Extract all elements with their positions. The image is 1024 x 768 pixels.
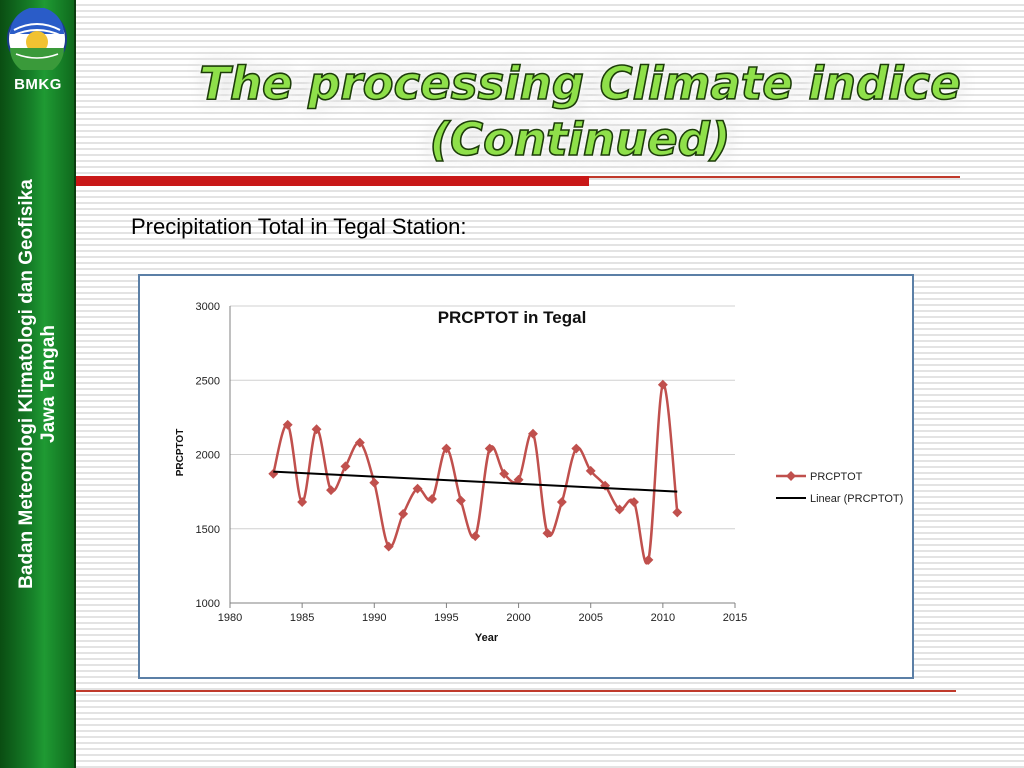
slide-subtitle: Precipitation Total in Tegal Station: [131,214,467,239]
slide-title-line2: (Continued) [429,112,731,167]
data-point [484,443,495,454]
org-name-vertical: Badan Meteorologi Klimatologi dan Geofis… [16,104,60,664]
data-point [369,477,380,488]
y-tick-label: 2000 [196,450,220,462]
x-tick-label: 1985 [290,612,314,624]
legend-marker-prcptot [786,471,796,481]
x-tick-label: 2000 [506,612,530,624]
title-underline-bar [76,176,589,186]
x-axis-label: Year [475,632,499,644]
data-point [455,495,466,506]
data-point [427,494,437,504]
data-point [340,461,351,472]
data-point [383,541,394,552]
data-point [297,497,308,507]
chart-frame: 1000 1500 2000 2500 3000 1980 1985 1990 1995 2000… [138,274,914,679]
legend-label-linear: Linear (PRCPTOT) [810,493,903,505]
y-axis-label: PRCPTOT [175,429,186,477]
x-tick-label: 2010 [651,612,675,624]
data-point [571,443,582,454]
y-tick-label: 1500 [196,524,220,536]
x-tick-label: 1995 [434,612,458,624]
data-point [528,428,538,439]
data-point [398,508,409,519]
org-name-line1: Badan Meteorologi Klimatologi dan Geofis… [16,179,37,589]
slide-title: The processing Climate indice (Continued… [80,56,1024,168]
data-point [672,507,683,518]
data-point [556,497,567,507]
sidebar: BMKG Badan Meteorologi Klimatologi dan G… [0,0,76,768]
y-tick-label: 3000 [196,301,220,313]
bmkg-logo-icon [7,8,67,70]
prcptot-chart: 1000 1500 2000 2500 3000 1980 1985 1990 1995 2000… [175,301,903,644]
series-line-linear-trend [273,470,678,493]
title-underline [76,176,960,186]
chart-title: PRCPTOT in Tegal [438,308,587,327]
y-tick-label: 2500 [196,375,220,387]
data-point [311,424,322,435]
data-point [585,465,596,476]
data-point [643,554,654,565]
x-tick-label: 2005 [578,612,602,624]
data-point [470,531,481,542]
title-underline-thin [589,176,960,178]
x-tick-label: 1990 [362,612,386,624]
data-point [657,379,668,390]
data-point [268,468,279,479]
x-tick-label: 2015 [723,612,747,624]
data-point [629,497,639,507]
y-tick-label: 1000 [196,598,220,610]
x-tick-label: 1980 [218,612,242,624]
data-point [282,419,293,430]
legend-label-prcptot: PRCPTOT [810,471,863,483]
footer-rule [76,690,956,692]
org-short-name: BMKG [14,76,62,93]
org-name-line2: Jawa Tengah [38,325,59,443]
slide-title-line1: The processing Climate indice [198,56,961,111]
data-point [326,485,336,496]
